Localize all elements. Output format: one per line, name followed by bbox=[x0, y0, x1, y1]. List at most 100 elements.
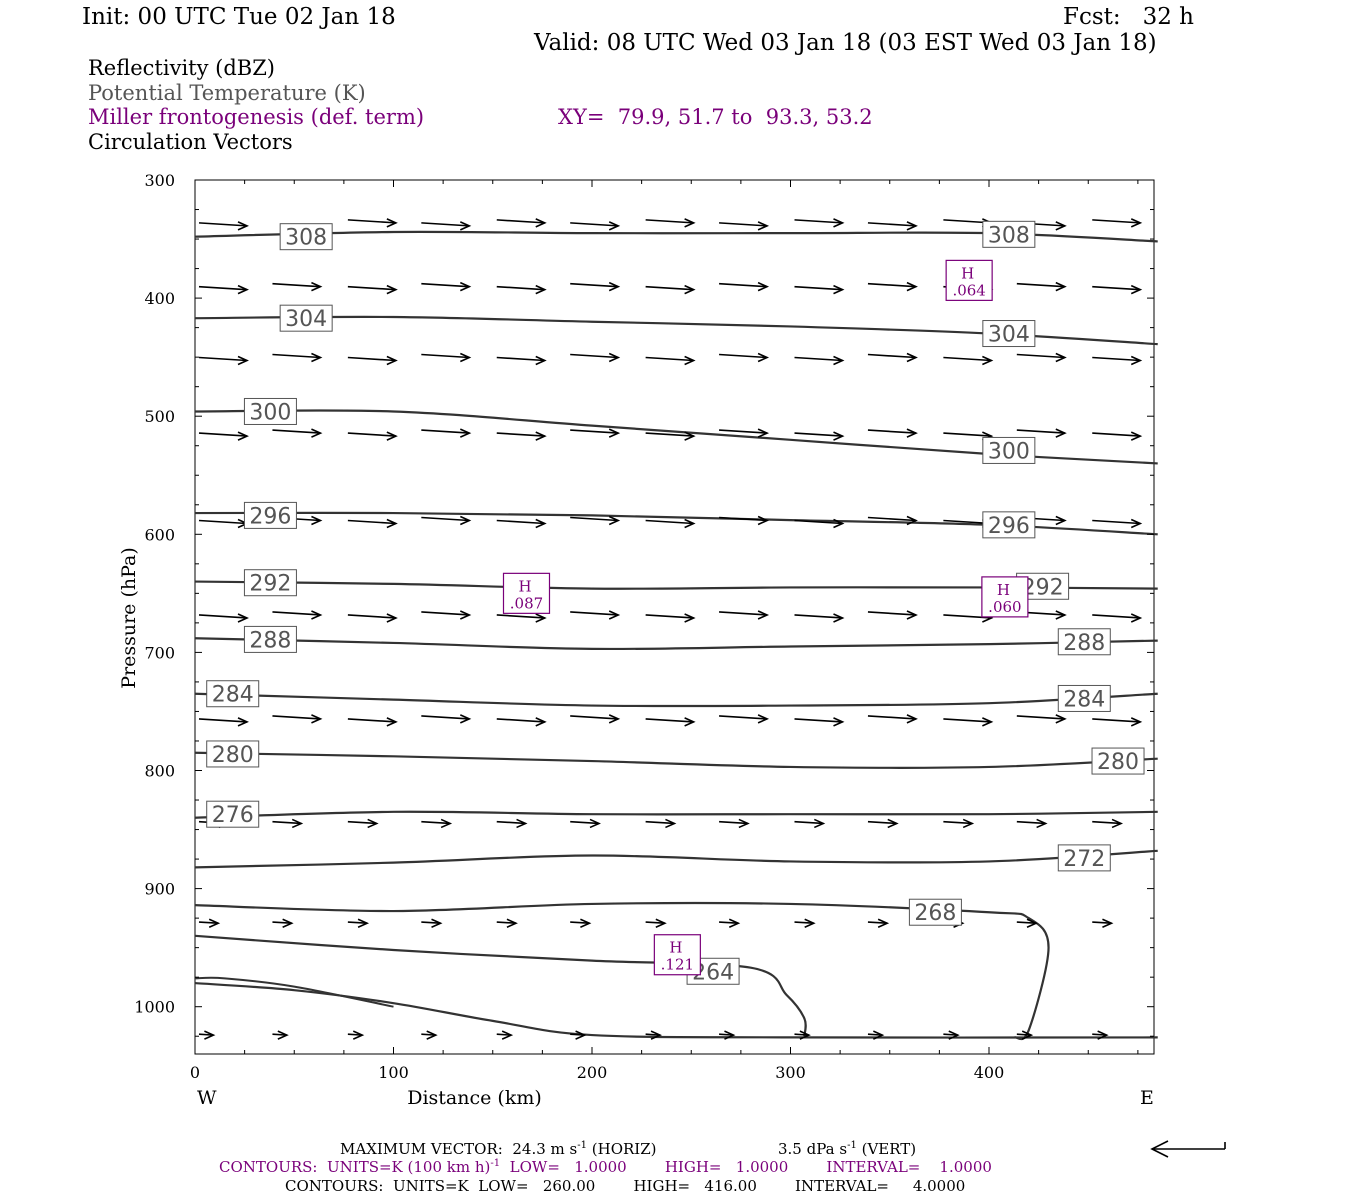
theta-label-296: 296 bbox=[988, 514, 1030, 539]
theta-label-box bbox=[243, 397, 297, 425]
circulation-vector-head bbox=[589, 818, 601, 829]
circulation-vector bbox=[1092, 820, 1122, 825]
circulation-vector-head bbox=[833, 284, 845, 295]
frontogenesis-max-label: H bbox=[997, 581, 1010, 599]
circulation-vector-head bbox=[608, 515, 621, 526]
theta-label-box bbox=[982, 511, 1036, 539]
circulation-vector bbox=[867, 282, 916, 288]
frontogenesis-max-value: .121 bbox=[661, 956, 694, 974]
theta-label-268: 268 bbox=[914, 901, 956, 926]
theta-label-288: 288 bbox=[249, 628, 291, 653]
circulation-vector bbox=[570, 282, 619, 288]
circulation-vector-head bbox=[386, 284, 398, 295]
cross-section-endpoints: XY= 79.9, 51.7 to 93.3, 53.2 bbox=[558, 105, 873, 129]
circulation-vector bbox=[867, 921, 888, 925]
circulation-vector bbox=[645, 614, 694, 619]
circulation-vector bbox=[794, 519, 843, 525]
circulation-vector-head bbox=[757, 610, 770, 620]
theta-label-box bbox=[206, 800, 260, 828]
y-tick-label: 600 bbox=[144, 525, 175, 544]
circulation-vector-head bbox=[426, 1030, 438, 1040]
circulation-vector-head bbox=[311, 610, 323, 620]
circulation-vector bbox=[794, 718, 843, 723]
circulation-vector-head bbox=[608, 221, 621, 231]
theta-label-box bbox=[982, 436, 1036, 464]
circulation-vector-head bbox=[311, 515, 323, 526]
circulation-vector bbox=[645, 1033, 661, 1036]
circulation-vector bbox=[421, 222, 470, 227]
theta-contour-284 bbox=[194, 692, 1158, 708]
circulation-vector bbox=[570, 222, 619, 227]
theta-label-box bbox=[243, 501, 297, 529]
circulation-vector-head bbox=[386, 218, 398, 228]
theta-label-box bbox=[206, 740, 260, 768]
circulation-vector bbox=[198, 519, 248, 525]
circulation-vector bbox=[272, 282, 321, 288]
circulation-vector-head bbox=[948, 1030, 960, 1040]
circulation-vector-head bbox=[684, 284, 696, 295]
theta-label-box bbox=[206, 680, 260, 708]
circulation-vector bbox=[719, 611, 768, 616]
max-vector-horiz-tag: (HORIZ) bbox=[591, 1140, 657, 1158]
footer-contours-theta: CONTOURS: UNITS=K LOW= 260.00 HIGH= 416.… bbox=[285, 1177, 966, 1195]
circulation-vector bbox=[1016, 429, 1065, 434]
circulation-vector bbox=[719, 715, 768, 720]
circulation-vector bbox=[570, 429, 619, 434]
circulation-vector-head bbox=[311, 428, 323, 438]
circulation-vector-head bbox=[516, 818, 528, 829]
circulation-vector bbox=[645, 285, 694, 291]
circulation-vector bbox=[794, 614, 843, 619]
circulation-vector-head bbox=[833, 518, 845, 529]
circulation-vector-head bbox=[655, 918, 667, 928]
circulation-vector-head bbox=[608, 352, 621, 363]
circulation-vector bbox=[198, 432, 248, 437]
circulation-vector-head bbox=[352, 1030, 365, 1040]
circulation-vector-head bbox=[1055, 714, 1067, 724]
circulation-vector-head bbox=[738, 818, 750, 829]
circulation-vector-head bbox=[535, 518, 547, 529]
circulation-vector-head bbox=[804, 918, 816, 928]
circulation-vector bbox=[943, 1033, 958, 1036]
circulation-vector bbox=[867, 1033, 883, 1036]
frontogenesis-max-box bbox=[502, 572, 551, 614]
y-tick-label: 700 bbox=[144, 643, 175, 662]
circulation-vector bbox=[421, 429, 470, 434]
circulation-vector bbox=[347, 219, 396, 224]
circulation-vector bbox=[867, 516, 916, 522]
theta-label-308: 308 bbox=[285, 226, 327, 251]
max-vector-vert-exp: -1 bbox=[847, 1140, 857, 1151]
circulation-vector-head bbox=[204, 1030, 216, 1040]
circulation-vector bbox=[421, 1033, 436, 1036]
theta-label-284: 284 bbox=[212, 683, 254, 708]
circulation-vector bbox=[943, 820, 973, 825]
y-tick-label: 300 bbox=[144, 171, 175, 190]
circulation-vector bbox=[719, 222, 768, 227]
circulation-vector-head bbox=[608, 610, 621, 620]
circulation-vector bbox=[347, 921, 368, 925]
circulation-vector-head bbox=[311, 281, 323, 292]
circulation-vector bbox=[867, 715, 916, 720]
circulation-vector bbox=[496, 820, 526, 825]
circulation-vector-head bbox=[1097, 1030, 1109, 1040]
theta-label-box bbox=[279, 304, 333, 332]
circulation-vector bbox=[198, 356, 248, 362]
circulation-vector-head bbox=[650, 1030, 662, 1040]
footer-max-vector: MAXIMUM VECTOR: 24.3 m s-1 (HORIZ) bbox=[340, 1140, 657, 1158]
circulation-vector-head bbox=[684, 717, 696, 727]
circulation-vector bbox=[867, 611, 916, 616]
circulation-vector-head bbox=[459, 221, 472, 231]
circulation-vector-head bbox=[608, 714, 621, 724]
circulation-vector bbox=[496, 356, 545, 362]
circulation-vector bbox=[272, 611, 321, 616]
circulation-vector bbox=[347, 1033, 363, 1036]
frontogenesis-max-label: H bbox=[961, 264, 974, 282]
circulation-vector-head bbox=[277, 1030, 289, 1040]
circulation-vector-head bbox=[459, 714, 472, 724]
theta-contour-268 bbox=[194, 901, 1050, 1041]
circulation-vector-head bbox=[580, 918, 592, 928]
circulation-vector bbox=[719, 353, 768, 359]
circulation-vector-head bbox=[728, 918, 741, 928]
circulation-vector bbox=[1092, 432, 1141, 437]
circulation-vector bbox=[645, 356, 694, 362]
theta-label-box bbox=[243, 625, 297, 653]
